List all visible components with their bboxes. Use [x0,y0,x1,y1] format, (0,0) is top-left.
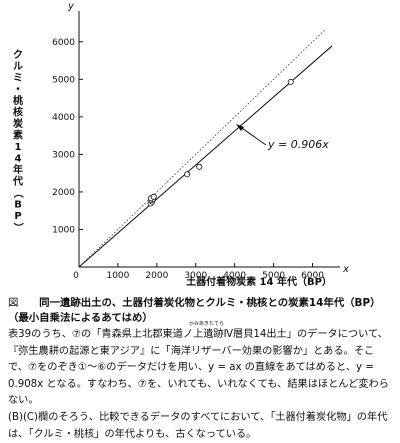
x-tick-label: 6000 [301,271,324,281]
y-tick-label: 3000 [52,150,75,160]
y-axis-label-char: B [14,200,22,211]
data-point [196,163,203,170]
y-tick-label: 6000 [52,38,75,48]
axis-ticks: 0 1000 2000 3000 4000 5000 6000 1000 2000 3000 400… [52,38,324,281]
y-tick-label: 4000 [52,113,75,123]
data-point [150,193,157,200]
x-axis-label: 土器付着物炭素 14 年代（BP） [186,275,332,288]
y-axis-label-char: 代 [12,175,23,188]
y-axis-label-char: 炭 [13,117,23,130]
fit-label-pointer [238,125,267,146]
y-axis-label-char: ） [12,223,25,233]
y-axis-label-char: ミ [13,72,23,84]
x-axis-letter: x [342,264,349,275]
x-tick-label: 0 [73,271,79,281]
figure-title: 同一遺跡出土の、土器付着炭化物とクルミ・桃核との炭素14年代（BP）（最小自乗法… [8,297,381,324]
scatter-chart: 0 1000 2000 3000 4000 5000 6000 1000 2000 3000 400… [12,1,349,288]
y-tick-label: 2000 [52,188,75,198]
x-tick-label: 3000 [184,271,207,281]
x-tick-label: 2000 [145,271,168,281]
fit-label-arrowhead [236,124,244,131]
data-point [287,78,294,85]
figure-caption: 図 同一遺跡出土の、土器付着炭化物とクルミ・桃核との炭素14年代（BP）（最小自… [8,296,394,326]
axes [78,11,340,268]
body-paragraph: 表39のうち、⑦の「青森県上北郡東道ノ上遺跡Ⅳ層貝14出土」のデータについて、『… [8,329,389,440]
y-axis-label-char: 核 [13,106,23,119]
y-axis-label-char: （ [12,188,25,198]
figure-label: 図 [8,297,19,309]
x-tick-label: 5000 [262,271,285,281]
y-tick-label: 5000 [52,75,75,85]
y-axis-label-char: P [14,211,21,222]
data-points [147,78,294,207]
y-axis-letter: y [67,1,75,12]
y-axis-label-char: 4 [15,154,22,165]
y-axis-label-char: ク [13,49,23,61]
reference-line-y-equals-x [78,28,327,268]
y-axis-label-char: 桃 [13,94,23,107]
x-tick-label: 1000 [106,271,129,281]
x-tick-label: 4000 [223,271,246,281]
ruby-annotation: かみあきたてら [189,321,225,327]
data-point [184,171,191,178]
y-axis-label-char: 素 [13,129,23,142]
fit-line [78,45,333,268]
y-tick-label: 1000 [52,225,75,235]
y-axis-label-char: ル [13,62,23,73]
y-axis-label-char: ・ [13,85,23,96]
axis-labels: y = 0.906x y x 土器付着物炭素 14 年代（BP） クルミ・桃核炭素14年… [12,1,349,288]
y-axis-label-char: 1 [15,142,22,153]
fit-line-label: y = 0.906x [267,138,329,151]
y-axis-label-char: 年 [13,163,23,176]
